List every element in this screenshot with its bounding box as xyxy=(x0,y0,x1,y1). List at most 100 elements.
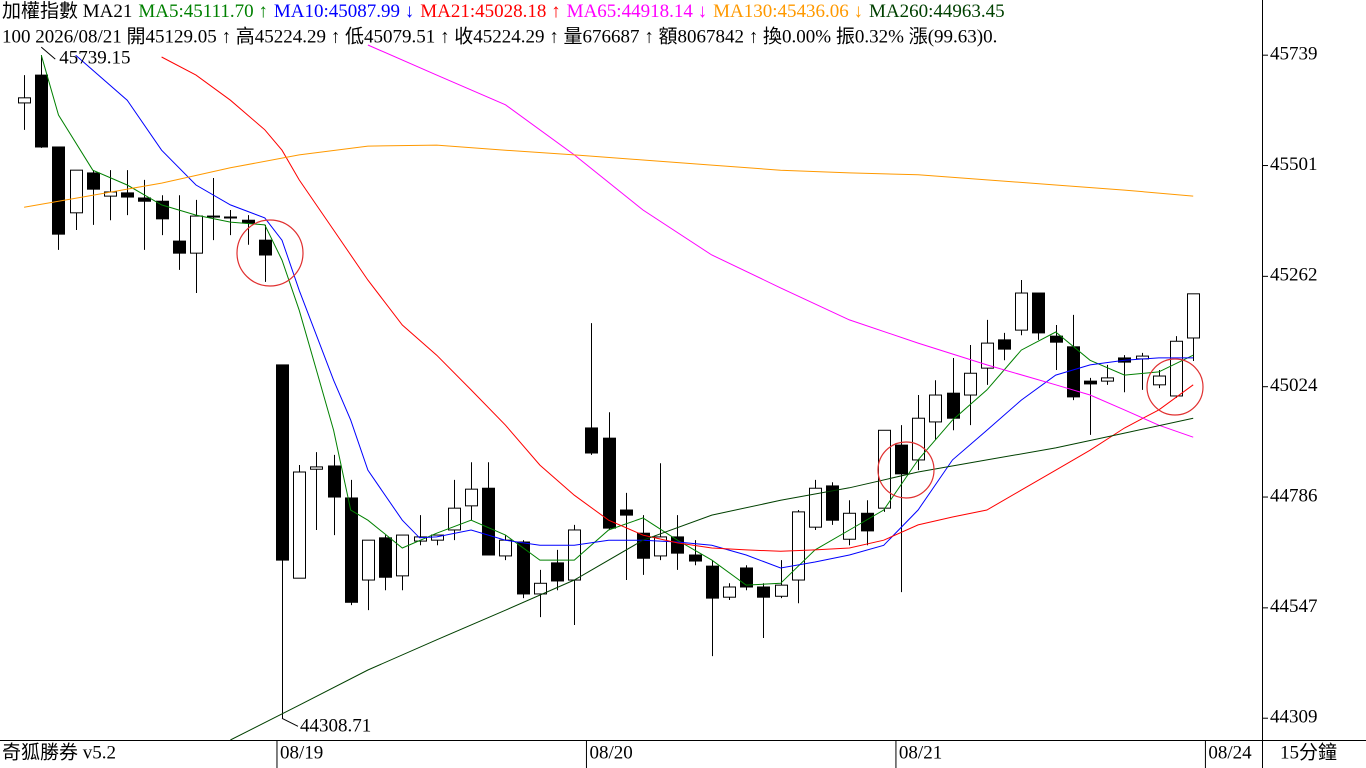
y-tick-label: 44547 xyxy=(1270,596,1318,617)
annotation-leader xyxy=(281,717,299,727)
candle-body xyxy=(706,565,719,599)
candle-body xyxy=(310,466,323,470)
header-item: MA21:45028.18 ↑ xyxy=(420,1,560,22)
ma-line xyxy=(161,56,1194,552)
candle-body xyxy=(843,512,856,540)
candle-body xyxy=(70,169,83,214)
candle-body xyxy=(465,488,478,507)
header-item: MA65:44918.14 ↓ xyxy=(567,1,707,22)
watermark: 奇狐勝券 v5.2 xyxy=(2,741,116,763)
candle-body xyxy=(35,74,48,148)
annotation: 44308.71 xyxy=(300,716,371,737)
candle-body xyxy=(396,534,409,577)
candle-body xyxy=(809,487,822,528)
highlight-circle xyxy=(1146,358,1204,416)
period-label: 15分鐘 xyxy=(1280,741,1337,763)
candle-body xyxy=(947,392,960,419)
candle-body xyxy=(1153,375,1166,386)
candle-body xyxy=(1084,380,1097,385)
ma-header: 加權指數 MA21 MA5:45111.70 ↑ MA10:45087.99 ↓ MA… xyxy=(2,0,1005,22)
x-tick-label: 08/21 xyxy=(899,742,942,763)
header: 加權指數 MA21 MA5:45111.70 ↑ MA10:45087.99 ↓ MA… xyxy=(2,0,1005,47)
candle-body xyxy=(242,219,255,224)
candle-body xyxy=(912,417,925,461)
candle-body xyxy=(448,507,461,531)
x-tick-label: 08/24 xyxy=(1208,742,1252,763)
annotation-leader xyxy=(40,46,56,60)
candle-body xyxy=(964,372,977,396)
candle-body xyxy=(52,146,65,235)
candle-body xyxy=(1050,335,1063,343)
x-tick-label: 08/19 xyxy=(280,742,323,763)
y-tick-label: 44309 xyxy=(1270,707,1318,728)
candle-body xyxy=(1187,293,1200,339)
candle-body xyxy=(1101,377,1114,382)
plot-area xyxy=(18,44,1200,740)
y-tick-label: 45501 xyxy=(1270,154,1318,175)
candle-body xyxy=(637,532,650,559)
candle-body xyxy=(1170,340,1183,397)
candle-body xyxy=(207,215,220,218)
candle-body xyxy=(1032,292,1045,334)
candle-body xyxy=(362,539,375,581)
y-tick-label: 45739 xyxy=(1270,44,1318,65)
candle-body xyxy=(224,216,237,219)
candle-body xyxy=(775,584,788,597)
ma-line xyxy=(230,417,1194,740)
ma-line xyxy=(40,55,1194,586)
candle-body xyxy=(568,529,581,581)
ma-line xyxy=(75,54,1194,569)
candle-body xyxy=(414,536,427,542)
candle-body xyxy=(1067,346,1080,398)
candle-body xyxy=(276,364,289,561)
candle-body xyxy=(18,97,31,104)
candle-body xyxy=(328,465,341,498)
candle-body xyxy=(138,197,151,202)
candle-body xyxy=(551,562,564,582)
candle-body xyxy=(87,172,100,190)
candle-body xyxy=(878,429,891,509)
highlight-circle xyxy=(877,441,935,499)
candle-body xyxy=(998,339,1011,350)
candle-body xyxy=(981,342,994,369)
candle-body xyxy=(499,539,512,557)
bar-info: 100 2026/08/21 開45129.05 ↑ 高45224.29 ↑ 低… xyxy=(2,25,997,47)
candle-body xyxy=(293,471,306,579)
candle-body xyxy=(671,536,684,554)
candle-body xyxy=(259,239,272,256)
candle-body xyxy=(723,586,736,598)
candle-body xyxy=(190,215,203,254)
candle-body xyxy=(345,497,358,603)
candle-body xyxy=(1015,292,1028,331)
candle-body xyxy=(929,394,942,423)
candle-body xyxy=(603,437,616,529)
candle-body xyxy=(895,444,908,475)
header-item: 加權指數 MA21 xyxy=(2,0,132,22)
header-item: MA5:45111.70 ↑ xyxy=(138,1,267,22)
candle-body xyxy=(482,487,495,556)
candle-body xyxy=(585,427,598,454)
candle-body xyxy=(826,485,839,521)
highlight-circle xyxy=(236,219,304,287)
ma-line xyxy=(367,44,1194,438)
y-tick-label: 44786 xyxy=(1270,485,1318,506)
y-tick-label: 45024 xyxy=(1270,375,1318,396)
header-item: MA130:45436.06 ↓ xyxy=(713,1,863,22)
candle-body xyxy=(534,582,547,595)
header-item: MA10:45087.99 ↓ xyxy=(274,1,414,22)
y-tick-label: 45262 xyxy=(1270,265,1318,286)
header-item: MA260:44963.45 xyxy=(869,1,1005,22)
annotation: 45739.15 xyxy=(59,47,130,68)
candle-body xyxy=(740,567,753,588)
candle-body xyxy=(757,586,770,598)
candle-body xyxy=(517,541,530,595)
ma-line xyxy=(24,144,1194,208)
candle-body xyxy=(620,509,633,516)
candle-body xyxy=(379,537,392,578)
candle-body xyxy=(689,554,702,562)
candle-body xyxy=(173,240,186,254)
candle-body xyxy=(121,192,134,198)
